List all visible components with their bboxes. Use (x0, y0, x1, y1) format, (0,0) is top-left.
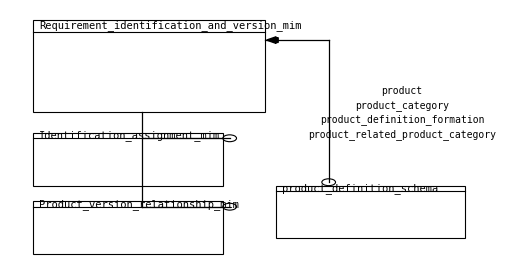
Bar (33, 133, 223, 186)
Text: product_definition_formation: product_definition_formation (320, 115, 484, 126)
Bar (33, 201, 223, 254)
Bar (33, 20, 265, 112)
Text: Identification_assignment_mim: Identification_assignment_mim (39, 130, 220, 141)
Text: product_category: product_category (355, 100, 449, 111)
Bar (276, 186, 465, 238)
Text: product_related_product_category: product_related_product_category (308, 129, 496, 140)
Text: Product_version_relationship_mim: Product_version_relationship_mim (39, 199, 240, 210)
Text: product: product (382, 86, 422, 95)
FancyArrow shape (267, 37, 278, 43)
Text: product_definition_schema: product_definition_schema (282, 183, 438, 194)
Text: Requirement_identification_and_version_mim: Requirement_identification_and_version_m… (39, 20, 302, 31)
